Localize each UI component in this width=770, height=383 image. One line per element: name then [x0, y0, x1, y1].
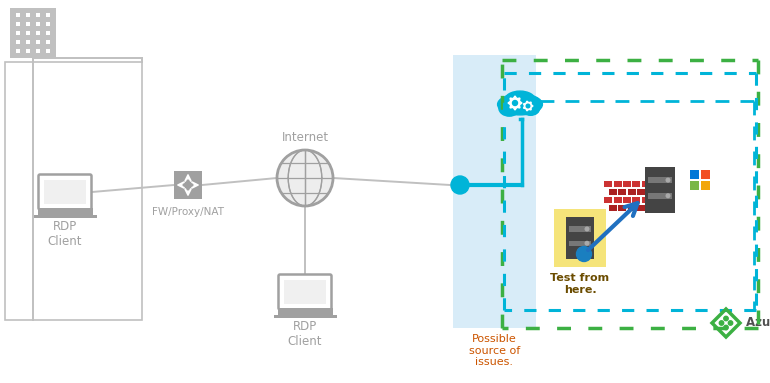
Bar [618, 189, 626, 195]
Text: RDP
Client: RDP Client [288, 320, 323, 348]
Bar [36, 31, 40, 35]
Bar [277, 308, 333, 315]
Bar [628, 205, 635, 211]
Ellipse shape [521, 101, 540, 115]
Circle shape [728, 321, 733, 325]
Bar [690, 170, 699, 179]
Bar [604, 181, 612, 187]
Circle shape [724, 316, 728, 321]
Bar [174, 171, 202, 199]
Text: RDP
Client: RDP Client [48, 220, 82, 248]
Bar [648, 193, 672, 199]
Bar [609, 189, 617, 195]
Circle shape [526, 104, 530, 108]
Bar [26, 22, 30, 26]
Bar [642, 197, 650, 203]
Bar [26, 49, 30, 53]
Bar [38, 208, 92, 215]
Text: Internet: Internet [282, 131, 329, 144]
Bar [46, 49, 50, 53]
Bar [36, 49, 40, 53]
Circle shape [585, 241, 589, 245]
Bar [701, 181, 710, 190]
Bar [5, 62, 142, 320]
Circle shape [577, 247, 591, 262]
Ellipse shape [504, 91, 535, 109]
Bar [46, 40, 50, 44]
Bar [569, 241, 591, 246]
Bar [36, 13, 40, 17]
Bar [36, 22, 40, 26]
Circle shape [585, 227, 589, 231]
Bar [44, 180, 86, 204]
Circle shape [277, 150, 333, 206]
Bar [632, 197, 640, 203]
Bar [46, 22, 50, 26]
FancyBboxPatch shape [38, 175, 92, 210]
Bar [614, 181, 621, 187]
Bar [16, 31, 20, 35]
Text: Possible
source of
issues.: Possible source of issues. [469, 334, 520, 367]
Circle shape [512, 100, 517, 106]
Bar [637, 205, 644, 211]
Bar [623, 181, 631, 187]
Bar [26, 40, 30, 44]
Bar [569, 226, 591, 232]
Bar [26, 13, 30, 17]
Bar [10, 8, 56, 58]
FancyBboxPatch shape [279, 275, 332, 309]
Bar [566, 217, 594, 259]
Circle shape [719, 321, 724, 325]
Bar [453, 55, 536, 328]
Bar [623, 197, 631, 203]
Bar [16, 22, 20, 26]
Circle shape [666, 194, 670, 198]
Text: FW/Proxy/NAT: FW/Proxy/NAT [152, 207, 224, 217]
Bar [690, 181, 699, 190]
Bar [284, 280, 326, 304]
Bar [647, 189, 654, 195]
Polygon shape [508, 96, 522, 110]
Bar [26, 31, 30, 35]
Bar [273, 315, 336, 318]
Text: Test from
here.: Test from here. [551, 273, 610, 295]
Bar [16, 13, 20, 17]
Bar [614, 197, 621, 203]
Circle shape [666, 178, 670, 182]
Circle shape [451, 176, 469, 194]
Text: Azure VNet: Azure VNet [746, 316, 770, 329]
Bar [16, 40, 20, 44]
Bar [637, 189, 644, 195]
Bar [554, 209, 606, 267]
Bar [628, 189, 635, 195]
Bar [34, 215, 96, 218]
Circle shape [724, 325, 728, 330]
Bar [642, 181, 650, 187]
Bar [632, 181, 640, 187]
Bar [16, 49, 20, 53]
Ellipse shape [497, 94, 542, 115]
Bar [618, 205, 626, 211]
Bar [46, 13, 50, 17]
Bar [647, 205, 654, 211]
Bar [609, 205, 617, 211]
Circle shape [513, 100, 517, 105]
Circle shape [526, 104, 530, 108]
Polygon shape [524, 101, 533, 111]
Bar [604, 197, 612, 203]
Bar [46, 31, 50, 35]
Bar [648, 177, 672, 183]
Bar [701, 170, 710, 179]
Bar [645, 167, 675, 213]
Ellipse shape [499, 100, 520, 116]
Bar [36, 40, 40, 44]
